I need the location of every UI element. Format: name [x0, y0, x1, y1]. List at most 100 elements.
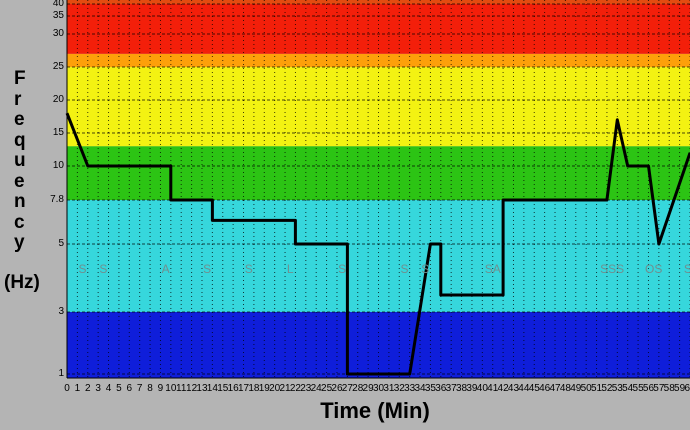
event-marker: S: [203, 262, 212, 276]
y-axis-label-letter: q: [14, 129, 26, 151]
x-tick-label: 53: [611, 383, 623, 394]
x-tick-label: 57: [653, 383, 665, 394]
x-tick-label: 32: [393, 383, 405, 394]
x-tick-label: 16: [227, 383, 239, 394]
x-tick-label: 0: [64, 383, 70, 394]
x-tick-label: 35: [424, 383, 436, 394]
y-axis-unit: (Hz): [4, 272, 40, 293]
x-tick-label: 60: [684, 383, 690, 394]
band-6: [67, 0, 690, 4]
x-tick-label: 20: [269, 383, 281, 394]
event-marker: S: [99, 262, 108, 276]
x-tick-label: 49: [570, 383, 582, 394]
x-tick-label: 24: [310, 383, 322, 394]
x-tick-label: 8: [147, 383, 153, 394]
band-2: [67, 146, 690, 200]
event-marker: S: [421, 262, 430, 276]
x-tick-label: 26: [331, 383, 343, 394]
event-marker: S: [400, 262, 409, 276]
x-tick-label: 2: [84, 383, 91, 394]
x-tick-label: 38: [456, 383, 468, 394]
x-tick-label: 4: [105, 383, 112, 394]
x-tick-label: 48: [559, 383, 571, 394]
x-tick-label: 39: [466, 383, 478, 394]
y-axis-label-letter: u: [14, 150, 26, 171]
y-tick-label: 3: [58, 306, 64, 317]
x-tick-label: 14: [206, 383, 218, 394]
y-tick-label: 1: [58, 368, 64, 379]
x-tick-label: 52: [601, 383, 613, 394]
y-tick-label: 25: [52, 61, 64, 72]
grid-lines: [66, 0, 690, 379]
x-tick-label: 41: [487, 383, 499, 394]
x-tick-label: 17: [237, 383, 250, 394]
x-tick-label: 34: [414, 383, 426, 394]
y-axis-label-letter: c: [14, 211, 25, 233]
x-tick-label: 18: [248, 383, 260, 394]
x-tick-label: 22: [289, 383, 301, 394]
x-tick-label: 29: [362, 383, 374, 394]
x-tick-label: 55: [632, 383, 644, 394]
x-tick-label: 30: [372, 383, 385, 394]
y-tick-label: 5: [58, 238, 64, 249]
series-layer: [65, 112, 690, 376]
x-tick-label: 27: [341, 383, 353, 394]
x-tick-label: 59: [674, 383, 686, 394]
x-tick-label: 58: [663, 383, 675, 394]
event-marker: A: [161, 262, 170, 276]
y-axis-label-letter: r: [14, 88, 22, 110]
event-marker: S: [683, 262, 690, 276]
x-tick-label: 28: [352, 383, 364, 394]
y-tick-label: 10: [52, 160, 64, 171]
event-marker: SSS: [600, 262, 625, 276]
x-tick-label: 36: [435, 383, 447, 394]
y-axis-label-letter: F: [14, 68, 26, 89]
x-tick-label: 56: [642, 383, 655, 394]
x-tick-label: 45: [528, 383, 540, 394]
event-marker: S: [244, 262, 253, 276]
x-tick-label: 19: [258, 383, 270, 394]
event-marker: S: [338, 262, 347, 276]
x-tick-label: 6: [126, 383, 133, 394]
y-tick-label: 20: [52, 94, 64, 105]
x-tick-label: 43: [507, 383, 520, 394]
x-tick-label: 21: [279, 383, 291, 394]
x-tick-label: 23: [300, 383, 312, 394]
x-tick-label: 51: [590, 383, 603, 394]
x-tick-label: 47: [549, 383, 561, 394]
y-tick-label: 7.8: [50, 194, 64, 205]
y-tick-label: 15: [52, 127, 64, 138]
event-marker: L: [286, 262, 294, 276]
band-3: [67, 67, 690, 147]
x-tick-label: 46: [539, 383, 551, 394]
x-tick-label: 10: [165, 383, 177, 394]
x-tick-label: 37: [445, 383, 457, 394]
x-tick-label: 3: [95, 383, 101, 394]
event-marker: S: [78, 262, 87, 276]
series-line-0: [65, 112, 690, 376]
x-tick-label: 54: [622, 383, 634, 394]
x-tick-label: 7: [136, 383, 143, 394]
y-axis-label-letter: n: [14, 191, 26, 212]
y-axis-label-letter: e: [14, 170, 25, 192]
y-axis-label-letter: y: [14, 232, 25, 253]
x-tick-label: 42: [497, 383, 509, 394]
x-tick-label: 50: [580, 383, 592, 394]
y-tick-label: 35: [52, 10, 64, 21]
x-axis-label: Time (Min): [320, 398, 430, 423]
x-tick-label: 40: [476, 383, 488, 394]
x-tick-label: 9: [157, 383, 164, 394]
x-tick-label: 11: [176, 383, 187, 394]
band-0: [67, 312, 690, 378]
x-tick-label: 1: [74, 383, 81, 394]
x-tick-label: 12: [186, 383, 198, 394]
x-tick-label: 5: [116, 383, 122, 394]
x-tick-label: 31: [383, 383, 395, 394]
x-tick-label: 33: [404, 383, 416, 394]
y-axis-label-letter: e: [14, 109, 25, 130]
x-tick-label: 25: [321, 383, 333, 394]
y-tick-label: 40: [52, 0, 64, 9]
x-tick-label: 13: [196, 383, 208, 394]
event-marker: OS: [644, 262, 663, 276]
